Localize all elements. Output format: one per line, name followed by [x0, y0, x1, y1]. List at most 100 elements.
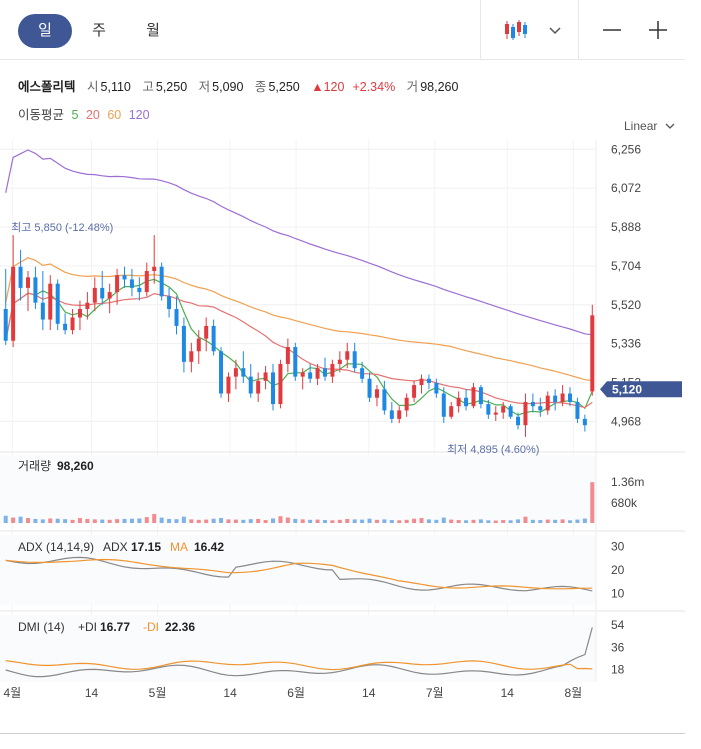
candle-body [226, 376, 231, 394]
candle-body [144, 270, 149, 293]
candle-body [70, 317, 75, 331]
volume-bar [129, 518, 134, 523]
candle-body [181, 325, 186, 362]
candle-body [85, 302, 90, 310]
candle-body [233, 368, 238, 377]
volume-bar [486, 520, 491, 523]
candle-body [575, 401, 580, 419]
volume-bar [300, 519, 305, 523]
volume-bar [389, 520, 394, 523]
adx-tick-label: 10 [611, 586, 625, 600]
volume-bar [122, 518, 127, 523]
volume-bar [48, 518, 53, 523]
candle-body [523, 401, 528, 426]
time-tick-label: 6월 [287, 686, 305, 700]
tab-week[interactable]: 주 [92, 22, 106, 39]
candle-body [25, 277, 30, 288]
tab-day[interactable]: 일 [18, 14, 72, 48]
volume-bar [18, 516, 23, 523]
toolbar-divider [480, 0, 481, 60]
candle-body [55, 283, 60, 324]
price-tick-label: 6,072 [611, 181, 641, 195]
candle-body [293, 347, 298, 377]
volume-bar [493, 520, 498, 523]
adx-ma-value: 16.42 [194, 540, 224, 554]
candle-body [18, 266, 23, 288]
adx-ma-name: MA [170, 540, 188, 554]
candle-body [48, 283, 53, 320]
chart-bottom-border [0, 733, 685, 734]
candle-body [152, 266, 157, 271]
ma-120: 120 [128, 108, 150, 122]
volume-bar [508, 520, 513, 523]
candle-body [256, 380, 261, 394]
candle-body [419, 378, 424, 386]
volume-bar [412, 518, 417, 523]
adx-ma-line [5, 558, 593, 590]
candle-body [560, 393, 565, 402]
scale-mode-dropdown[interactable]: Linear [624, 119, 675, 133]
volume-bar [137, 518, 142, 523]
volume-bar [352, 519, 357, 523]
change-value: ▲120 [311, 80, 345, 94]
time-tick-label: 14 [362, 686, 376, 700]
minus-di-line [5, 660, 593, 671]
close-value: 5,250 [268, 80, 300, 94]
candle-body [11, 266, 16, 341]
close-label: 종 [254, 80, 267, 94]
high-label: 고 [142, 80, 154, 94]
volume-tick-label: 680k [611, 496, 638, 510]
volume-bar [263, 520, 268, 523]
price-tick-label: 5,520 [611, 298, 641, 312]
candle-body [77, 309, 82, 318]
time-tick-label: 5월 [149, 686, 167, 700]
volume-panel-label: 거래량 [18, 459, 51, 473]
volume-bar [3, 515, 8, 523]
min-price-annotation: 최저 4,895 (4.60%) [447, 443, 539, 456]
plus-icon[interactable] [640, 14, 676, 46]
time-tick-label: 7월 [426, 686, 444, 700]
candle-body [300, 372, 305, 377]
dmi-panel-label: DMI (14) [18, 620, 65, 634]
volume-bar [211, 518, 216, 523]
adx-series-value: 17.15 [131, 540, 161, 554]
candle-body [248, 376, 253, 394]
candle-body [137, 287, 142, 293]
minus-di-name: -DI [143, 620, 159, 634]
candle-body [374, 389, 379, 398]
adx-series-name: ADX [103, 540, 128, 554]
volume-bar [382, 519, 387, 523]
current-price-label: 5,120 [612, 382, 642, 396]
chevron-down-icon[interactable] [540, 14, 570, 46]
candle-body [271, 372, 276, 405]
ma-line-60 [5, 257, 593, 382]
volume-bar [241, 519, 246, 523]
volume-bar [85, 518, 90, 523]
max-price-annotation: 최고 5,850 (-12.48%) [11, 221, 113, 234]
chevron-down-icon [665, 123, 675, 129]
volume-bar [77, 518, 82, 523]
candle-body [308, 372, 313, 379]
candle-body [404, 397, 409, 411]
candle-body [456, 397, 461, 407]
volume-bar [285, 517, 290, 523]
candle-body [196, 338, 201, 352]
tab-month[interactable]: 월 [146, 22, 160, 39]
volume-bar [367, 518, 372, 523]
candle-body [434, 382, 439, 394]
minus-icon[interactable] [594, 14, 630, 46]
volume-bar [464, 520, 469, 523]
volume-bar [582, 518, 587, 523]
candle-body [278, 363, 283, 405]
candlestick-icon[interactable] [496, 14, 536, 46]
time-tick-label: 14 [85, 686, 99, 700]
volume-bar [330, 520, 335, 523]
candle-body [412, 385, 417, 398]
volume-bar [523, 516, 528, 523]
adx-panel-label: ADX (14,14,9) [18, 540, 94, 554]
volume-bar [189, 519, 194, 523]
volume-bar [55, 518, 60, 523]
candle-body [115, 275, 120, 293]
volume-bar [196, 519, 201, 523]
